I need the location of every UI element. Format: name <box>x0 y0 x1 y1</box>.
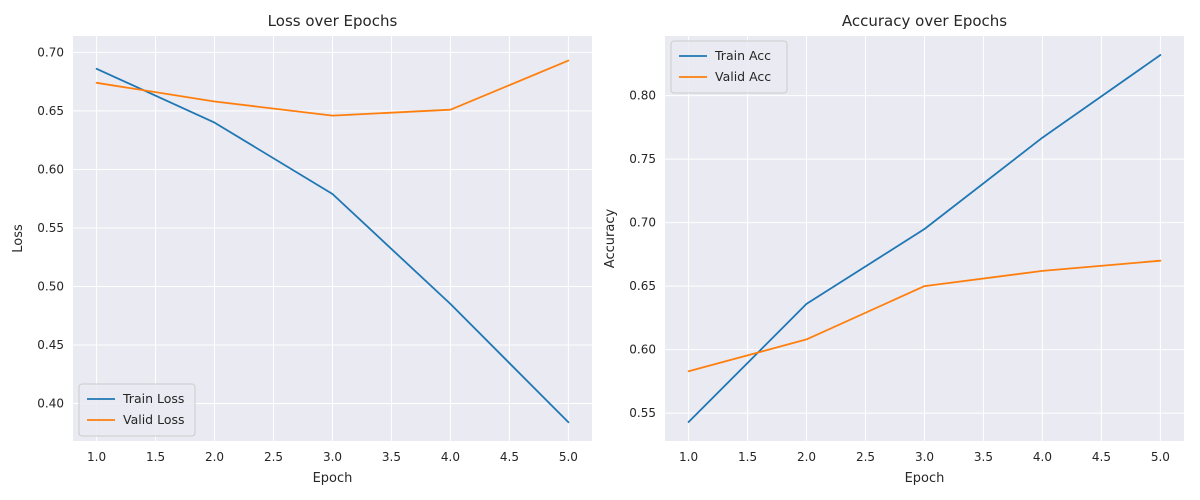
legend-label: Valid Loss <box>123 412 185 427</box>
x-tick-label: 4.0 <box>441 450 460 464</box>
series-line-train-loss <box>95 67 570 424</box>
y-tick-label: 0.65 <box>629 279 656 293</box>
y-tick-label: 0.80 <box>629 89 656 103</box>
legend: Train Loss Valid Loss <box>78 383 196 437</box>
x-tick-label: 2.0 <box>205 450 224 464</box>
loss-chart: 1.0 1.5 2.0 2.5 3.0 3.5 4.0 4.5 5.0 0.40 0.45 0.50 0… <box>11 12 592 486</box>
series-line-valid-acc <box>687 259 1162 373</box>
y-axis-label: Accuracy <box>603 209 618 269</box>
x-tick-label: 1.5 <box>146 450 165 464</box>
x-tick-label: 2.0 <box>797 450 816 464</box>
x-tick-label: 3.0 <box>323 450 342 464</box>
x-tick-label: 1.5 <box>738 450 757 464</box>
x-tick-label: 1.0 <box>87 450 106 464</box>
y-tick-label: 0.40 <box>37 397 64 411</box>
y-tick-label: 0.75 <box>629 152 656 166</box>
x-tick-label: 4.0 <box>1033 450 1052 464</box>
y-tick-label: 0.70 <box>629 216 656 230</box>
legend-box <box>78 383 196 437</box>
x-axis-label: Epoch <box>905 471 945 486</box>
x-tick-label: 3.5 <box>974 450 993 464</box>
y-tick-label: 0.55 <box>629 406 656 420</box>
series-line-train-acc <box>687 54 1162 423</box>
chart-title: Accuracy over Epochs <box>842 12 1007 30</box>
y-tick-label: 0.70 <box>37 45 64 59</box>
x-tick-label: 4.5 <box>500 450 519 464</box>
accuracy-chart: 1.0 1.5 2.0 2.5 3.0 3.5 4.0 4.5 5.0 0.55 0.60 0.65 0… <box>603 12 1184 486</box>
x-tick-label: 2.5 <box>856 450 875 464</box>
y-tick-label: 0.60 <box>629 343 656 357</box>
legend-label: Train Loss <box>122 391 184 406</box>
legend-label: Valid Acc <box>715 69 771 84</box>
x-tick-label: 2.5 <box>264 450 283 464</box>
x-tick-label: 5.0 <box>1151 450 1170 464</box>
chart-title: Loss over Epochs <box>268 12 398 30</box>
x-tick-label: 4.5 <box>1092 450 1111 464</box>
y-tick-label: 0.50 <box>37 279 64 293</box>
legend-box <box>670 40 788 94</box>
y-tick-label: 0.60 <box>37 162 64 176</box>
y-axis-label: Loss <box>11 224 26 253</box>
x-tick-label: 3.0 <box>915 450 934 464</box>
y-tick-label: 0.65 <box>37 104 64 118</box>
x-axis-label: Epoch <box>313 471 353 486</box>
legend-label: Train Acc <box>714 48 771 63</box>
x-tick-label: 5.0 <box>559 450 578 464</box>
y-tick-label: 0.45 <box>37 338 64 352</box>
x-tick-label: 1.0 <box>679 450 698 464</box>
series-line-valid-loss <box>95 59 570 117</box>
legend: Train Acc Valid Acc <box>670 40 788 94</box>
y-tick-label: 0.55 <box>37 221 64 235</box>
x-tick-label: 3.5 <box>382 450 401 464</box>
